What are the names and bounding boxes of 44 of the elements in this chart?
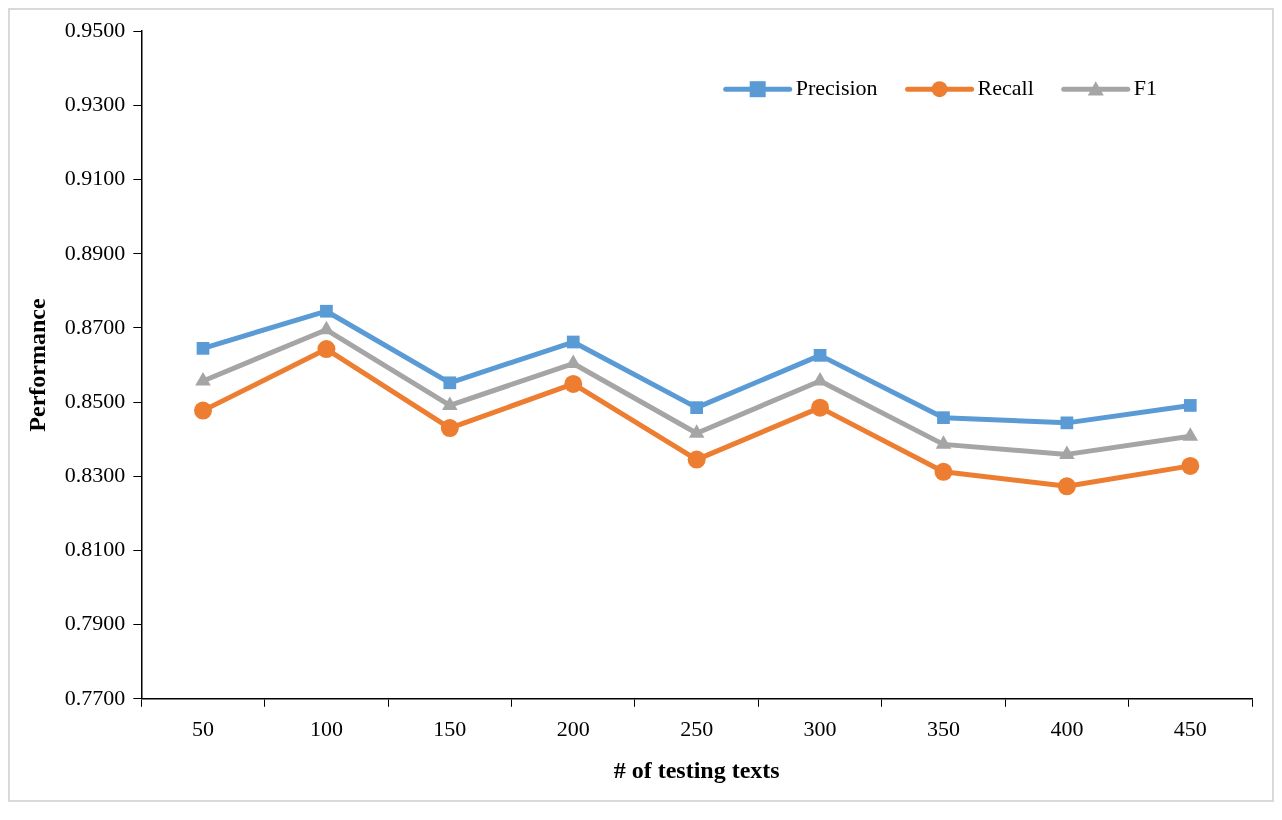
point: [1183, 399, 1197, 412]
legend-label: Recall: [977, 74, 1034, 100]
point: [564, 374, 583, 393]
y-tick-label: 0.9100: [64, 165, 126, 191]
y-tick-label: 0.7900: [64, 610, 126, 636]
point: [440, 419, 459, 438]
y-tick-label: 0.8300: [64, 462, 126, 488]
point: [690, 401, 704, 415]
point: [813, 348, 827, 362]
x-tick-label: 50: [192, 715, 215, 741]
x-tick-label: 450: [1173, 715, 1207, 741]
y-tick-label: 0.8100: [64, 536, 126, 562]
point: [687, 450, 706, 469]
y-axis-title: Performance: [23, 298, 50, 432]
point: [320, 304, 333, 318]
x-tick-label: 300: [803, 715, 837, 741]
legend-label: F1: [1133, 74, 1158, 100]
point: [934, 462, 953, 481]
x-tick-label: 100: [309, 715, 343, 741]
point: [811, 398, 830, 417]
point: [1060, 416, 1074, 430]
x-tick-label: 200: [556, 715, 590, 741]
y-tick-label: 0.7700: [64, 684, 126, 710]
y-tick-label: 0.8700: [64, 313, 126, 339]
y-tick-label: 0.8900: [64, 239, 126, 265]
x-tick-label: 250: [680, 715, 714, 741]
legend-label: Precision: [795, 74, 878, 100]
point: [317, 340, 336, 359]
x-tick-label: 150: [433, 715, 467, 741]
x-axis-title: # of testing texts: [613, 756, 780, 783]
point: [196, 341, 210, 355]
point: [566, 335, 580, 349]
point: [937, 411, 950, 425]
x-tick-label: 400: [1050, 715, 1084, 741]
y-tick-label: 0.9300: [64, 91, 126, 117]
point: [194, 401, 213, 420]
point: [688, 424, 705, 438]
point: [1057, 477, 1076, 496]
point: [1182, 427, 1199, 441]
x-tick-label: 350: [926, 715, 960, 741]
point: [1181, 456, 1200, 475]
point: [443, 376, 457, 390]
y-tick-label: 0.8500: [64, 387, 126, 413]
y-tick-label: 0.9500: [64, 16, 126, 42]
